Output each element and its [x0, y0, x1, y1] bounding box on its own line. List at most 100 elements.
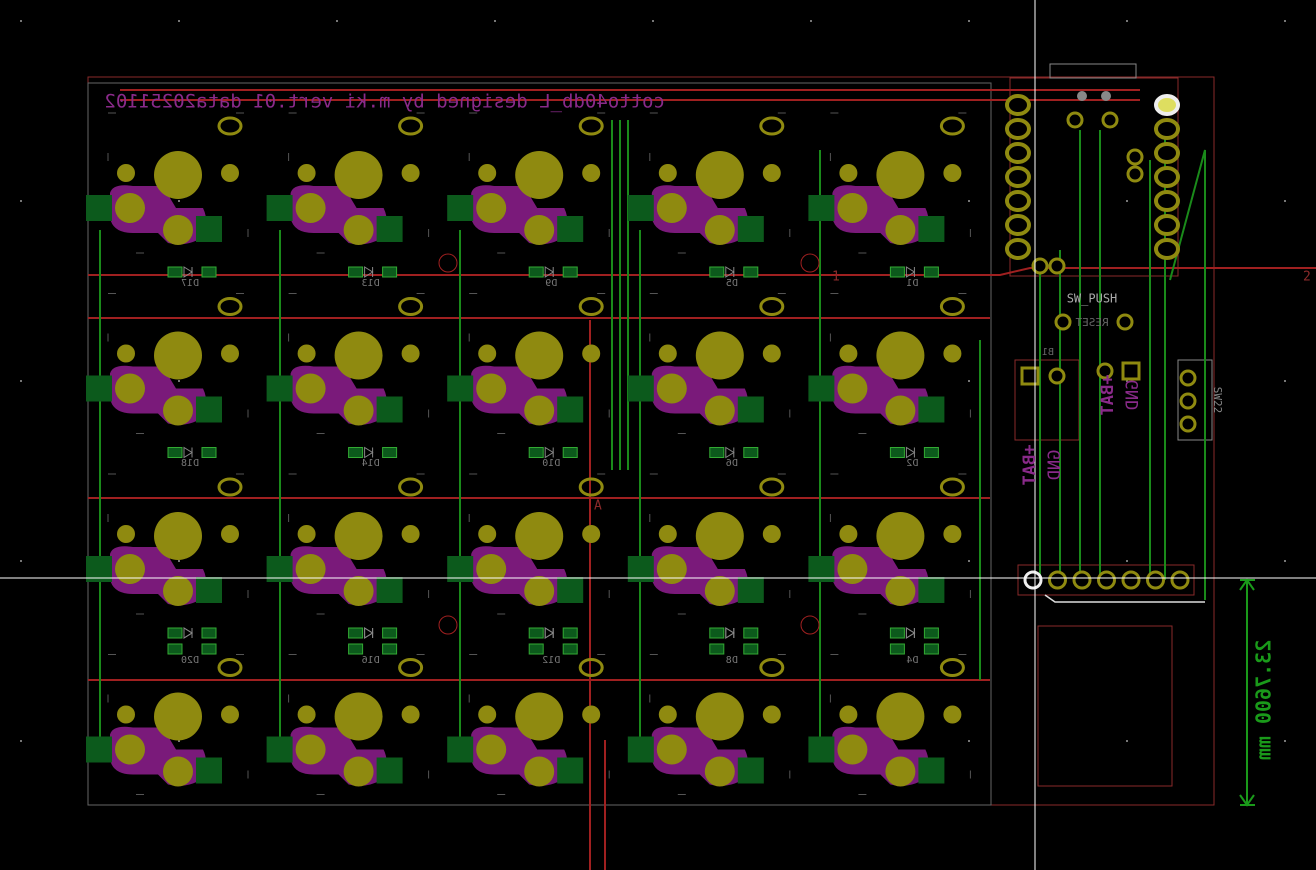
- grid-dot: [1126, 740, 1128, 742]
- diode-pad: [562, 643, 578, 655]
- diode-label: D12: [542, 655, 560, 666]
- through-hole: [1126, 148, 1144, 166]
- grid-dot: [968, 560, 970, 562]
- peg-hole: [658, 344, 677, 363]
- square-pad: [1121, 361, 1141, 381]
- column-trace: [611, 120, 629, 470]
- grid-dot: [20, 740, 22, 742]
- diode-symbol: [544, 446, 555, 459]
- battery-gnd-label: GND: [1045, 450, 1065, 481]
- led-pad: [217, 658, 243, 677]
- mcu-pin: [1154, 142, 1180, 164]
- key-area: [87, 82, 992, 806]
- pad: [476, 373, 507, 404]
- smd-pad: [918, 577, 945, 603]
- smd-pad: [557, 396, 584, 423]
- key-switch: [266, 293, 430, 459]
- pad: [115, 554, 145, 584]
- led-pad: [578, 658, 604, 677]
- diode-label: D13: [362, 278, 380, 289]
- grid-dot: [20, 20, 22, 22]
- grid-dot: [178, 380, 180, 382]
- peg-hole: [297, 525, 316, 543]
- pad: [524, 395, 555, 426]
- center-hole: [154, 692, 202, 741]
- diode-pad: [528, 643, 544, 655]
- diode-label: D5: [726, 278, 738, 289]
- through-hole: [1179, 392, 1197, 410]
- key-switch: [86, 654, 249, 795]
- peg-hole: [221, 344, 239, 363]
- column-trace: [99, 150, 821, 760]
- smd-pad: [737, 577, 764, 603]
- smd-pad: [918, 757, 945, 784]
- grid-dot: [1284, 200, 1286, 202]
- pad: [837, 734, 868, 765]
- diode-pad: [382, 447, 398, 458]
- smd-pad: [196, 577, 222, 603]
- key-switch: [808, 473, 971, 655]
- diode-pad: [528, 266, 544, 278]
- peg-hole: [839, 705, 858, 724]
- diode-symbol: [364, 627, 374, 639]
- mounting-hole: [438, 253, 458, 273]
- mcu-pin: [1154, 214, 1180, 236]
- diode-pad: [889, 643, 905, 655]
- pad: [163, 215, 193, 245]
- diode-symbol: [544, 627, 555, 639]
- board-title: cotto40db_L designed by m.ki vert.01 dat…: [104, 91, 665, 113]
- diode-symbol: [183, 446, 193, 459]
- diode-pad: [348, 447, 364, 458]
- pad: [656, 734, 687, 765]
- diode-label: D17: [181, 278, 199, 289]
- smd-pad: [627, 375, 654, 402]
- key-switch: [266, 654, 430, 795]
- mcu-pin: [1154, 118, 1180, 140]
- diode-pad: [709, 643, 725, 655]
- diode-label: D4: [906, 655, 918, 666]
- mcu-pin: [1154, 190, 1180, 212]
- pad: [343, 576, 374, 606]
- smd-pad: [808, 736, 835, 763]
- diode-label: D18: [181, 458, 199, 469]
- pad: [343, 395, 374, 426]
- peg-hole: [582, 705, 601, 724]
- key-switch: [266, 473, 430, 655]
- peg-hole: [401, 525, 420, 543]
- pad: [837, 554, 868, 584]
- diode-pad: [528, 447, 544, 458]
- peg-hole: [297, 344, 316, 363]
- usb-hole: [1101, 91, 1111, 101]
- smd-pad: [376, 216, 403, 242]
- smd-pad: [447, 195, 474, 221]
- smd-pad: [918, 216, 945, 242]
- led-pad: [759, 477, 785, 497]
- grid-dot: [968, 200, 970, 202]
- center-hole: [515, 512, 564, 560]
- peg-hole: [478, 705, 497, 724]
- outlines: [87, 63, 1215, 806]
- diode-pad: [743, 643, 759, 655]
- row-trace: [88, 317, 990, 681]
- key-switch: [266, 112, 430, 278]
- header-outline: [1017, 564, 1195, 596]
- key-switch: [86, 293, 249, 459]
- grid-dot: [1284, 20, 1286, 22]
- diode-pad: [709, 447, 725, 458]
- through-hole: [1031, 257, 1049, 275]
- center-hole: [876, 512, 925, 560]
- pad: [704, 215, 735, 245]
- diode-symbol: [725, 627, 735, 639]
- key-switch: [447, 112, 610, 278]
- center-hole: [876, 692, 925, 741]
- diode-pad: [743, 266, 759, 278]
- key-matrix: D17 D13 D9 D5 D1 D18 D14 D10 D6 D2 D20 D16 D12 D8 D4: [86, 112, 971, 795]
- diode-pad: [348, 627, 364, 639]
- pad: [115, 373, 145, 404]
- key-switch: [627, 654, 791, 795]
- diode-pad: [382, 266, 398, 278]
- pad: [295, 193, 326, 223]
- diode-pad: [348, 643, 364, 655]
- peg-hole: [943, 344, 962, 363]
